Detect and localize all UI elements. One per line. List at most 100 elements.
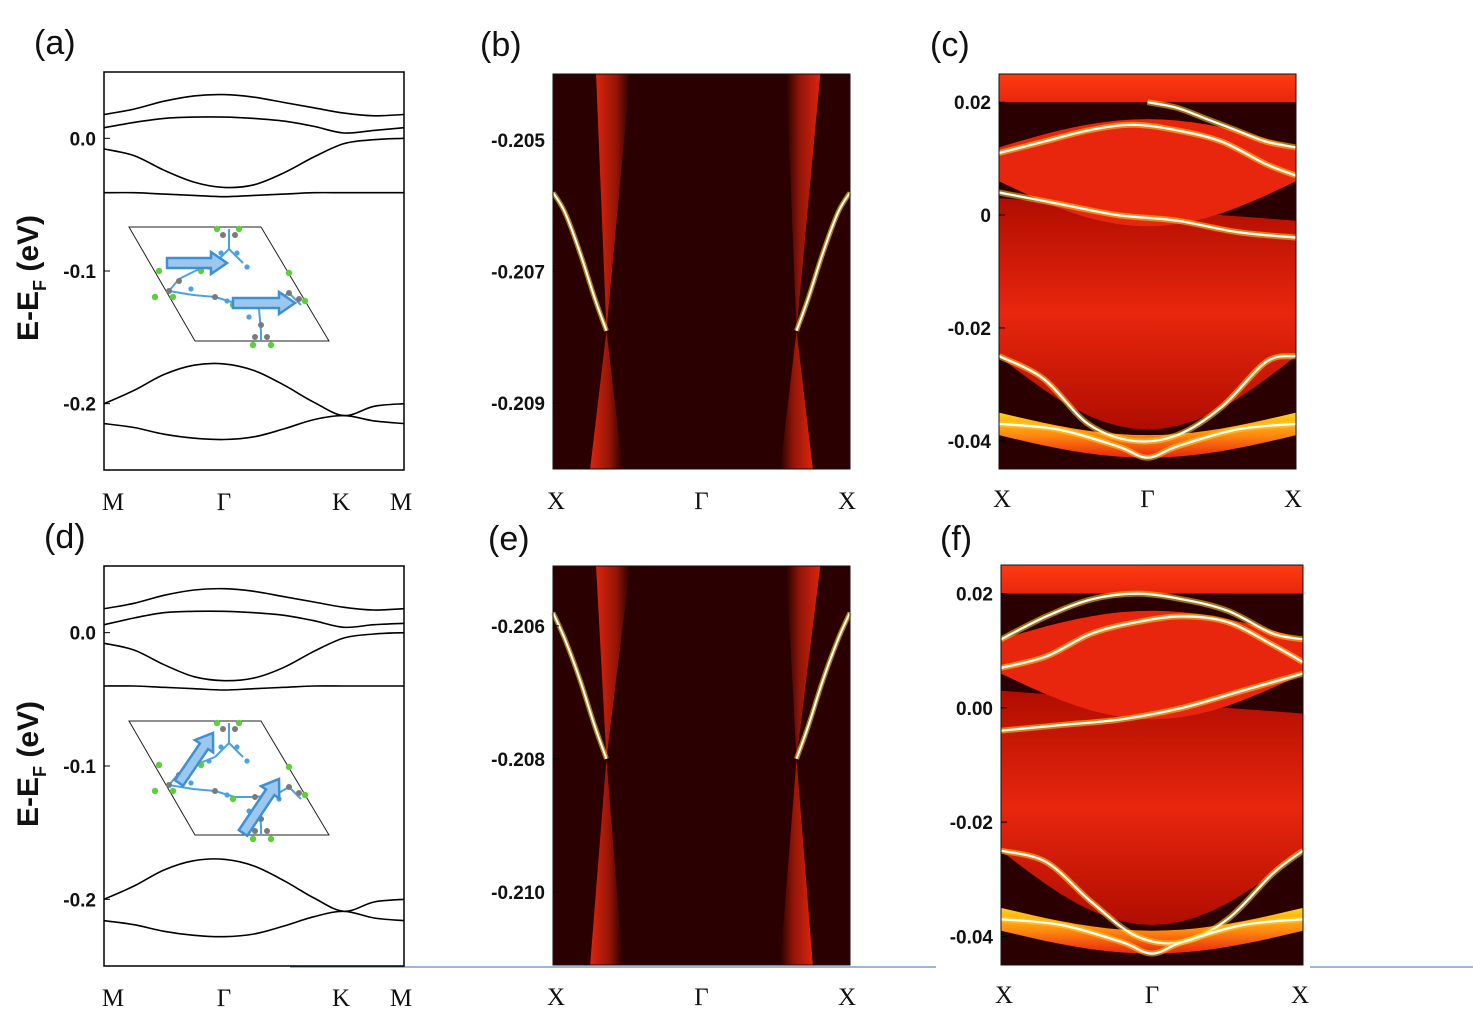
atom-carbon [264,334,270,340]
atom-nitrogen [188,286,194,292]
k-point-label: Γ [1145,982,1159,1009]
ytick-label: -0.04 [948,432,992,453]
ylabel-bottom: E-EF (eV) [12,701,50,827]
k-point-label: Γ [1140,486,1154,513]
edge-state [1000,592,1304,641]
ylabel-top: E-EF (eV) [12,215,50,341]
bond [178,270,196,280]
band-line [103,116,405,134]
k-point-label: X [993,486,1011,513]
edge-state [998,422,1297,459]
atom-nitrogen [218,744,224,750]
atom-nitrogen [234,250,240,256]
k-point-label: X [838,984,856,1011]
atom-nitrogen [206,758,212,764]
atom-cl [213,719,221,727]
atom-nitrogen [224,298,230,304]
plot-frame [1000,564,1304,966]
band-line [103,137,405,189]
band-line [103,362,405,417]
bulk-continuum-lower [780,758,813,965]
ylabel-sub: F [30,280,50,291]
atom-cl [151,787,159,795]
k-point-label: X [838,488,856,515]
atom-cl [169,293,177,301]
ytick-label: 0.00 [956,699,993,720]
atom-carbon [220,232,226,238]
plot-frame [103,565,405,967]
atom-nitrogen [188,780,194,786]
lattice-inset [128,225,330,349]
spectral-panel-f: 0.02 0.00 -0.02 -0.04 X Γ X [950,564,1309,1009]
ytick-label: -0.206 [491,617,545,638]
atom-carbon [212,294,218,300]
atom-carbon [166,782,172,788]
band-structure-panel-d: 0.0 -0.1 -0.2 M Γ K M [63,565,412,1012]
band-structure-panel-a: 0.0 -0.1 -0.2 M Γ K M [63,71,412,516]
atom-carbon [220,726,226,732]
band-line [103,414,405,441]
k-point-label: X [547,984,565,1011]
bond [192,294,216,298]
bulk-continuum-upper [596,566,631,759]
panel-label-c: (c) [930,26,970,64]
ylabel-unit: (eV) [12,215,45,280]
bulk-continuum-upper [786,74,821,331]
band-line [103,858,405,913]
ytick-label: 0.02 [954,93,991,114]
atom-carbon [232,726,238,732]
edge-state [1147,101,1297,149]
bulk-band-lower [999,412,1296,458]
ytick-label: -0.2 [63,395,96,416]
svg-text:E-EF (eV): E-EF (eV) [12,215,50,341]
ylabel-unit: (eV) [12,701,45,766]
ytick-label: -0.1 [63,262,96,283]
edge-state [1000,672,1304,732]
edge-state [795,191,851,332]
atom-cl [213,225,221,233]
spin-arrow [237,777,281,838]
bond [228,248,244,264]
k-point-label: X [995,982,1013,1009]
ytick-label: 0.02 [956,585,993,606]
bulk-continuum-lower [590,330,623,469]
atom-cl [235,225,243,233]
panel-label-d: (d) [44,518,86,556]
k-point-label: X [1284,486,1302,513]
svg-text:E-EF (eV): E-EF (eV) [12,701,50,827]
spin-arrow [173,731,215,788]
k-point-label: M [102,985,124,1012]
bond [168,290,194,296]
atom-cl [301,297,309,305]
atom-carbon [252,794,258,800]
k-point-label: M [102,489,124,516]
bulk-band-lower [1001,907,1303,954]
ytick-label: -0.02 [948,319,991,340]
k-point-label: K [332,489,350,516]
bond [214,742,230,758]
edge-state [998,355,1297,443]
atom-nitrogen [224,792,230,798]
panel-label-b: (b) [480,26,522,64]
atom-carbon [252,334,258,340]
lattice-inset [128,719,330,843]
atom-carbon [232,232,238,238]
atom-carbon [212,788,218,794]
panel-label-f: (f) [940,520,972,558]
k-point-label: Γ [217,489,231,516]
spectral-panel-c: 0.02 0 -0.02 -0.04 X Γ X [948,73,1302,513]
bulk-continuum-lower [590,758,623,965]
band-line [103,93,405,117]
ytick-label: 0.0 [70,129,96,150]
bulk-continuum-top [1001,565,1303,594]
atom-cl [169,787,177,795]
panel-label-a: (a) [34,24,76,62]
k-point-label: Γ [217,985,231,1012]
band-line [103,610,405,629]
edge-state [998,191,1297,239]
band-line [103,587,405,611]
edge-state [1000,918,1304,955]
atom-cl [229,795,237,803]
edge-state [795,612,851,760]
